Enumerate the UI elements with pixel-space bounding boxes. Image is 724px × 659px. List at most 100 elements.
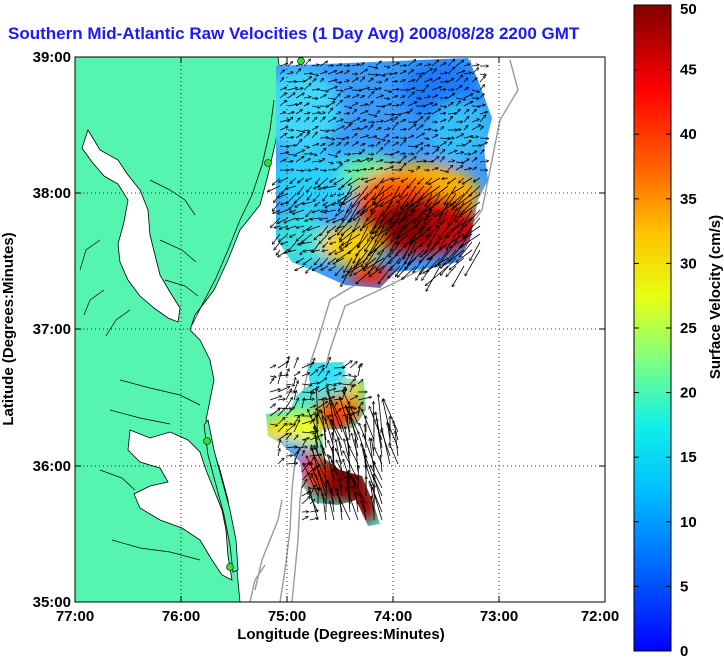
velocity-arrow bbox=[287, 88, 297, 91]
velocity-arrow bbox=[277, 361, 289, 369]
velocity-arrow bbox=[452, 185, 465, 193]
velocity-arrow bbox=[337, 217, 353, 235]
velocity-arrow bbox=[363, 257, 385, 271]
velocity-arrow bbox=[365, 177, 377, 182]
velocity-arrow bbox=[399, 185, 409, 197]
velocity-arrow bbox=[357, 225, 369, 248]
velocity-arrow bbox=[359, 158, 369, 163]
velocity-arrow bbox=[293, 391, 296, 401]
velocity-arrow bbox=[335, 71, 343, 75]
velocity-arrow bbox=[311, 161, 321, 162]
velocity-arrow bbox=[279, 152, 289, 155]
velocity-arrow bbox=[279, 146, 289, 147]
velocity-arrow bbox=[367, 78, 373, 83]
velocity-arrow bbox=[440, 249, 465, 268]
velocity-arrow bbox=[375, 160, 383, 163]
velocity-arrow bbox=[351, 475, 359, 497]
velocity-arrow bbox=[285, 389, 292, 401]
velocity-arrow bbox=[439, 193, 457, 217]
velocity-arrow bbox=[439, 225, 449, 239]
velocity-arrow bbox=[382, 201, 393, 216]
velocity-arrow bbox=[389, 249, 401, 264]
velocity-arrow bbox=[328, 257, 337, 264]
velocity-arrow bbox=[269, 389, 280, 393]
velocity-arrow bbox=[444, 185, 457, 205]
velocity-arrow bbox=[279, 133, 286, 139]
velocity-arrow bbox=[471, 89, 479, 92]
velocity-arrow bbox=[447, 165, 453, 171]
velocity-arrow bbox=[279, 78, 284, 83]
chesapeake-bay bbox=[81, 129, 181, 323]
velocity-arrow bbox=[427, 225, 441, 247]
velocity-arrow bbox=[447, 161, 455, 162]
velocity-arrow bbox=[319, 148, 326, 155]
y-tick-labels: 39:00 38:00 37:00 36:00 35:00 bbox=[33, 49, 71, 611]
velocity-arrow bbox=[317, 410, 320, 417]
velocity-arrow bbox=[351, 95, 359, 99]
velocity-arrow bbox=[440, 233, 449, 249]
velocity-arrow bbox=[423, 64, 430, 66]
velocity-arrow bbox=[471, 78, 477, 83]
velocity-arrow bbox=[315, 474, 327, 505]
velocity-arrow bbox=[333, 373, 341, 377]
velocity-arrow bbox=[389, 241, 401, 257]
velocity-arrow bbox=[422, 265, 433, 280]
velocity-arrow bbox=[301, 479, 307, 489]
velocity-arrow bbox=[319, 71, 327, 75]
velocity-arrow bbox=[359, 150, 364, 155]
velocity-arrow bbox=[463, 101, 473, 107]
velocity-arrow bbox=[398, 249, 409, 264]
velocity-arrow bbox=[408, 241, 425, 256]
y-tick-label: 36:00 bbox=[33, 458, 71, 475]
velocity-arrow bbox=[376, 249, 393, 270]
y-axis-label: Latitude (Degrees:Minutes) bbox=[0, 232, 17, 425]
velocity-arrow bbox=[465, 249, 481, 276]
velocity-arrow bbox=[427, 193, 441, 217]
velocity-arrow bbox=[298, 177, 305, 183]
velocity-arrow bbox=[281, 201, 289, 205]
velocity-arrow bbox=[447, 150, 457, 155]
velocity-arrow bbox=[349, 376, 356, 377]
velocity-arrow bbox=[407, 88, 415, 91]
velocity-arrow bbox=[367, 74, 378, 75]
velocity-arrow bbox=[357, 380, 363, 385]
velocity-arrow bbox=[303, 130, 310, 131]
velocity-arrow bbox=[383, 104, 391, 107]
velocity-arrow bbox=[347, 407, 359, 433]
velocity-arrow bbox=[415, 64, 422, 67]
velocity-arrow bbox=[284, 217, 297, 223]
velocity-arrow bbox=[311, 126, 318, 131]
velocity-arrow bbox=[319, 159, 325, 163]
velocity-arrow bbox=[397, 265, 409, 277]
velocity-arrow bbox=[327, 143, 334, 147]
velocity-arrow bbox=[303, 59, 311, 67]
velocity-arrow bbox=[374, 193, 393, 205]
velocity-arrow bbox=[447, 67, 455, 75]
velocity-arrow bbox=[408, 177, 417, 188]
velocity-arrow bbox=[452, 217, 473, 231]
velocity-arrow bbox=[289, 201, 297, 210]
velocity-arrow bbox=[449, 257, 465, 270]
velocity-arrow bbox=[463, 159, 469, 163]
velocity-arrow bbox=[343, 160, 349, 163]
delmarva-coast bbox=[191, 99, 275, 326]
velocity-arrow bbox=[353, 209, 369, 220]
velocity-arrow bbox=[323, 494, 327, 521]
velocity-arrow bbox=[359, 77, 365, 83]
velocity-arrow bbox=[471, 68, 479, 75]
velocity-arrow bbox=[383, 140, 390, 147]
velocity-arrow bbox=[337, 225, 345, 229]
velocity-arrow bbox=[460, 241, 473, 257]
velocity-arrow bbox=[463, 87, 468, 91]
velocity-arrow bbox=[357, 407, 360, 417]
velocity-arrow bbox=[279, 225, 289, 229]
velocity-arrow bbox=[293, 447, 307, 448]
velocity-arrow bbox=[455, 201, 465, 218]
velocity-arrow bbox=[367, 125, 373, 131]
velocity-arrow bbox=[303, 201, 313, 204]
velocity-arrow bbox=[309, 383, 319, 384]
velocity-arrow bbox=[322, 250, 329, 251]
velocity-arrow bbox=[479, 115, 486, 123]
velocity-arrow bbox=[330, 501, 335, 521]
velocity-arrow bbox=[365, 233, 377, 251]
